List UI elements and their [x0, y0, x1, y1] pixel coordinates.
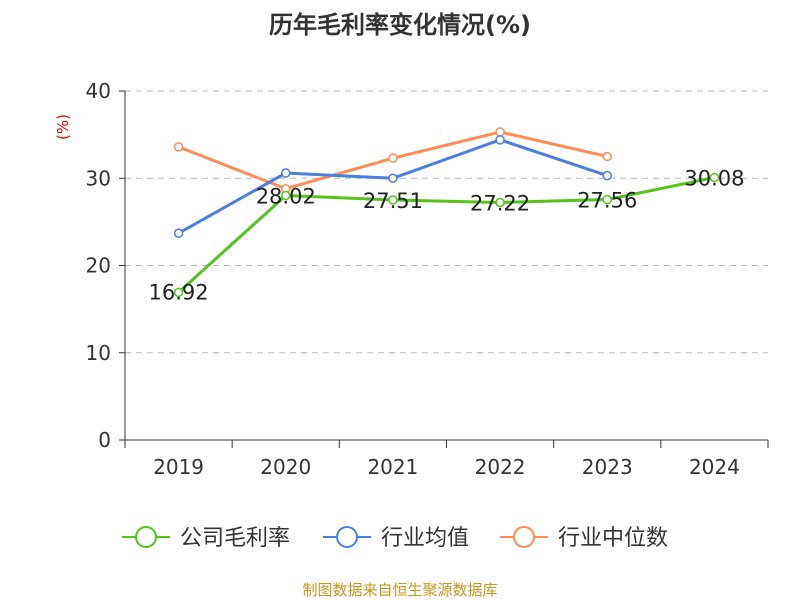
y-tick-label: 0 — [98, 428, 111, 452]
data-point — [173, 228, 184, 238]
y-tick-label: 20 — [86, 254, 111, 278]
data-point — [388, 195, 398, 205]
chart-title: 历年毛利率变化情况(%) — [269, 11, 531, 39]
data-point — [173, 142, 184, 152]
y-tick-label: 30 — [86, 166, 111, 190]
y-tick-label: 40 — [86, 79, 111, 103]
y-axis-label: (%) — [54, 114, 72, 140]
y-tick-label: 10 — [86, 341, 111, 365]
legend-marker-icon — [513, 526, 535, 548]
legend-item: 行业均值 — [323, 526, 469, 551]
data-point — [495, 127, 505, 137]
x-tick-label: 2023 — [582, 455, 633, 479]
data-point — [602, 194, 612, 205]
x-tick-label: 2022 — [475, 455, 526, 479]
legend-label: 公司毛利率 — [180, 526, 290, 551]
data-point — [173, 287, 184, 298]
legend-label: 行业中位数 — [558, 526, 668, 551]
data-label: 27.22 — [470, 192, 530, 216]
x-tick-label: 2019 — [153, 455, 204, 479]
series-line — [177, 176, 715, 294]
data-point — [709, 172, 720, 183]
data-label: 27.56 — [577, 189, 637, 213]
legend-label: 行业均值 — [381, 526, 469, 551]
x-tick-label: 2024 — [689, 455, 740, 479]
data-point — [388, 173, 398, 183]
data-point — [495, 197, 505, 208]
data-point — [495, 135, 505, 145]
data-point — [281, 190, 291, 201]
data-label: 16.92 — [149, 280, 209, 304]
legend-item: 公司毛利率 — [122, 526, 290, 551]
data-point — [281, 168, 291, 178]
x-tick-label: 2020 — [260, 455, 311, 479]
data-label: 28.02 — [256, 185, 316, 209]
legend-marker-icon — [135, 526, 157, 548]
legend-item: 行业中位数 — [500, 526, 668, 551]
legend-marker-icon — [336, 526, 358, 548]
data-point — [388, 153, 398, 163]
data-point — [602, 151, 612, 162]
data-label: 27.51 — [363, 189, 423, 213]
x-tick-label: 2021 — [367, 455, 418, 479]
source-note: 制图数据来自恒生聚源数据库 — [302, 581, 497, 599]
data-point — [602, 170, 612, 181]
data-label: 30.08 — [684, 167, 744, 191]
